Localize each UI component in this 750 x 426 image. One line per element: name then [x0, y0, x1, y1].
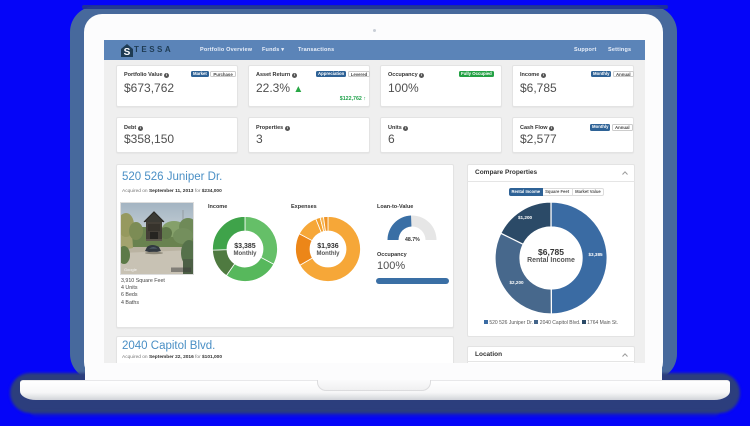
svg-text:Google: Google — [124, 267, 138, 272]
svg-text:S: S — [124, 47, 131, 58]
